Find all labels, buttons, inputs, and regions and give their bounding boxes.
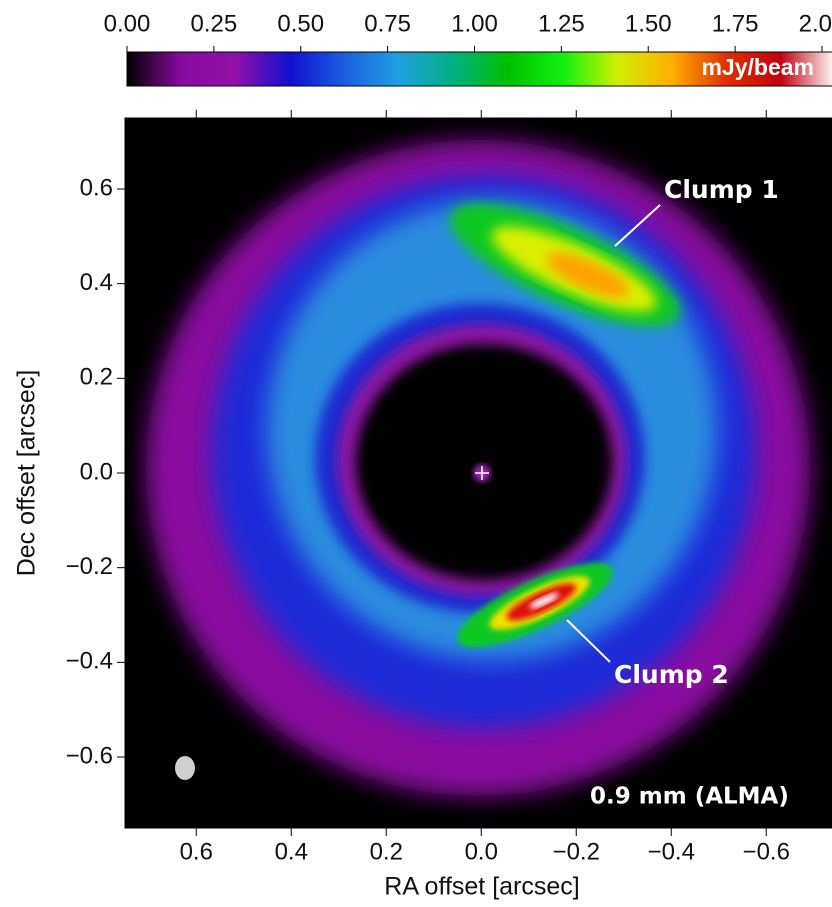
- clump-2: [457, 563, 613, 647]
- colorbar: [126, 51, 832, 87]
- y-tick-label: 0.4: [80, 269, 113, 296]
- y-tick-label: −0.4: [66, 648, 113, 675]
- beam: [175, 756, 195, 780]
- colorbar-tick-label: 1.25: [538, 10, 585, 37]
- cavity: [356, 344, 612, 580]
- colorbar-tick-label: 2.00: [799, 10, 832, 37]
- star-marker: [475, 466, 489, 480]
- y-tick-label: 0.2: [80, 364, 113, 391]
- colorbar-tick-label: 1.00: [451, 10, 498, 37]
- x-tick-label: −0.6: [743, 838, 790, 865]
- annotation: 0.9 mm (ALMA): [590, 784, 789, 810]
- y-tick-label: 0.6: [80, 174, 113, 201]
- x-axis-label: RA offset [arcsec]: [384, 873, 579, 901]
- y-axis-label: Dec offset [arcsec]: [13, 370, 41, 577]
- y-tick-label: −0.6: [66, 742, 113, 769]
- x-tick-label: 0.2: [370, 838, 403, 865]
- colorbar-tick-label: 1.50: [625, 10, 672, 37]
- y-tick-label: −0.2: [66, 553, 113, 580]
- clump-1: [449, 203, 681, 327]
- annotation: Clump 2: [614, 660, 729, 689]
- x-tick-label: 0.0: [465, 838, 498, 865]
- colorbar-tick-label: 0.50: [277, 10, 324, 37]
- x-tick-label: 0.6: [180, 838, 213, 865]
- annotation-line: [566, 619, 611, 663]
- x-tick-label: 0.4: [275, 838, 308, 865]
- y-tick-label: 0.0: [80, 458, 113, 485]
- colorbar-tick-label: 0.25: [191, 10, 238, 37]
- colorbar-label: mJy/beam: [701, 54, 814, 80]
- sky-image: Clump 1 Clump 2 0.9 mm (ALMA): [125, 118, 832, 828]
- annotation: Clump 1: [664, 175, 779, 204]
- colorbar-tick-label: 1.75: [712, 10, 759, 37]
- annotation-line: [614, 204, 661, 247]
- x-tick-label: −0.4: [648, 838, 695, 865]
- colorbar-tick-label: 0.00: [104, 10, 151, 37]
- x-tick-label: −0.2: [553, 838, 600, 865]
- colorbar-tick-label: 0.75: [364, 10, 411, 37]
